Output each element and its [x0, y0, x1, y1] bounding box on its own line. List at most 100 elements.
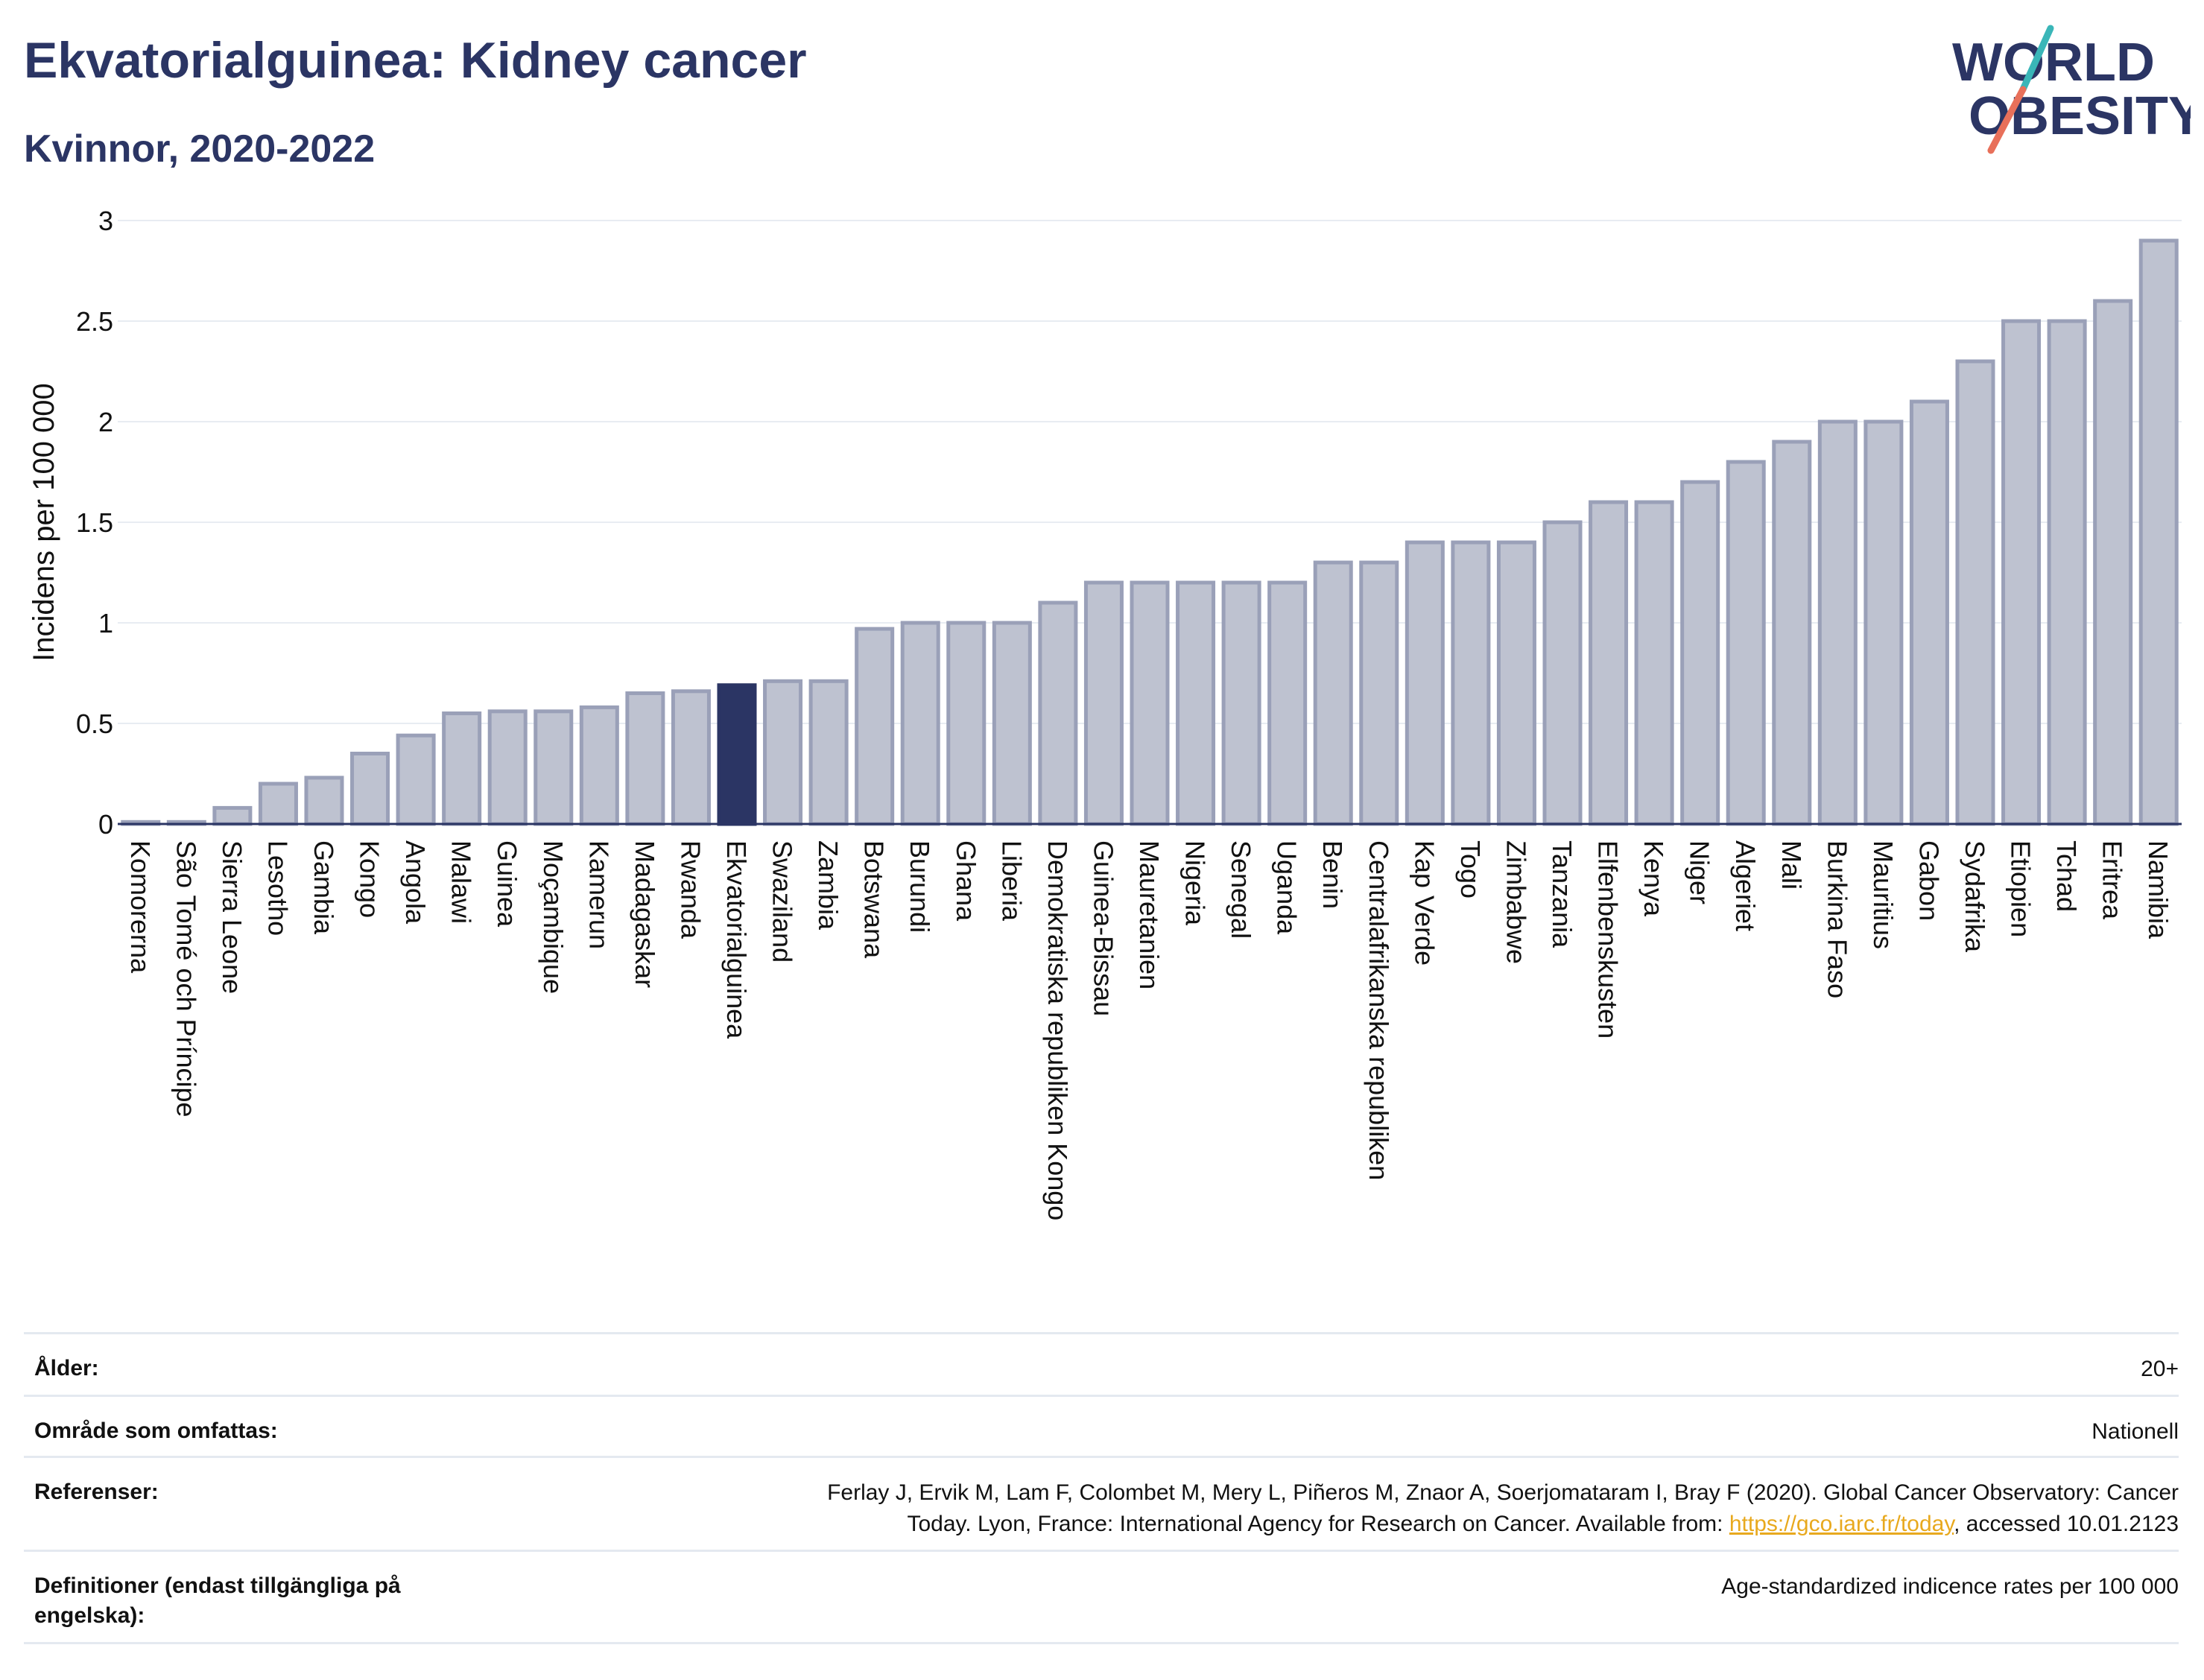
- bar[interactable]: [1589, 500, 1629, 826]
- bar[interactable]: [579, 705, 619, 826]
- area-value: Nationell: [2091, 1419, 2179, 1444]
- bar[interactable]: [1634, 500, 1674, 826]
- bar[interactable]: [2047, 319, 2087, 826]
- bar[interactable]: [1496, 540, 1536, 826]
- x-tick-label: Madagaskar: [630, 840, 660, 988]
- y-tick-label: 2: [98, 407, 113, 437]
- y-tick-label: 1: [98, 608, 113, 638]
- x-tick-label: Lesotho: [262, 840, 293, 936]
- x-tick-label: Elfenbenskusten: [1593, 840, 1624, 1039]
- x-tick-label: Swaziland: [767, 840, 798, 963]
- x-tick-label: Liberia: [996, 840, 1027, 922]
- logo-slash-teal: [2019, 25, 2054, 93]
- x-tick-label: Togo: [1455, 840, 1486, 898]
- bar[interactable]: [1405, 540, 1445, 826]
- bar[interactable]: [1772, 440, 1812, 826]
- bar[interactable]: [671, 689, 711, 826]
- x-tick-label: Zimbabwe: [1501, 840, 1531, 964]
- bar[interactable]: [212, 805, 253, 826]
- x-tick-label: Tchad: [2051, 840, 2082, 912]
- y-tick-label: 2.5: [76, 306, 113, 337]
- bar[interactable]: [855, 627, 895, 826]
- bar[interactable]: [1451, 540, 1491, 826]
- x-tick-label: Komorerna: [125, 840, 156, 974]
- bar[interactable]: [1817, 419, 1858, 826]
- bar[interactable]: [1726, 460, 1766, 826]
- x-tick-label: Kongo: [355, 840, 385, 918]
- bar[interactable]: [625, 691, 665, 826]
- x-tick-label: Niger: [1685, 840, 1715, 904]
- bar[interactable]: [1176, 580, 1216, 826]
- definitions-label: Definitioner (endast tillgängliga på eng…: [34, 1573, 401, 1628]
- bar[interactable]: [396, 733, 436, 826]
- x-tick-label: Burkina Faso: [1822, 840, 1852, 998]
- x-tick-label: Nigeria: [1180, 840, 1211, 926]
- bar[interactable]: [1083, 580, 1124, 826]
- reference-link[interactable]: https://gco.iarc.fr/today: [1729, 1512, 1954, 1536]
- bar[interactable]: [258, 782, 298, 826]
- bar[interactable]: [1863, 419, 1904, 826]
- x-tick-label: Malawi: [446, 840, 477, 924]
- x-tick-label: Gambia: [308, 840, 339, 935]
- logo-text-world: WORLD: [1952, 33, 2155, 92]
- bar[interactable]: [350, 752, 390, 826]
- bar[interactable]: [1542, 520, 1583, 826]
- x-tick-label: Kamerun: [583, 840, 614, 949]
- x-tick-label: Mauretanien: [1134, 840, 1165, 989]
- bar[interactable]: [900, 621, 940, 826]
- reference-line-2-post: , accessed 10.01.2123: [1954, 1512, 2179, 1536]
- bar[interactable]: [304, 776, 344, 826]
- bar[interactable]: [946, 621, 987, 826]
- x-tick-label: Demokratiska republiken Kongo: [1042, 840, 1073, 1220]
- chart-subtitle: Kvinnor, 2020-2022: [24, 127, 376, 171]
- x-tick-label: Burundi: [905, 840, 935, 933]
- x-tick-label: Mauritius: [1868, 840, 1899, 949]
- info-row-area: Område som omfattas: Nationell: [24, 1395, 2179, 1456]
- x-tick-label: Botswana: [859, 840, 890, 959]
- bar[interactable]: [487, 709, 528, 826]
- x-tick-label: Zambia: [813, 840, 843, 931]
- bar[interactable]: [1221, 580, 1261, 826]
- y-tick-label: 3: [98, 206, 113, 236]
- bar[interactable]: [1359, 560, 1399, 826]
- area-label: Område som omfattas:: [34, 1419, 278, 1443]
- bar[interactable]: [533, 709, 574, 826]
- bar-highlighted[interactable]: [717, 683, 757, 826]
- bar[interactable]: [2001, 319, 2042, 826]
- bar[interactable]: [2093, 299, 2133, 826]
- bar[interactable]: [1909, 399, 1949, 826]
- age-label: Ålder:: [34, 1356, 99, 1381]
- definitions-value: Age-standardized indicence rates per 100…: [1721, 1574, 2179, 1599]
- x-tick-label: Eritrea: [2097, 840, 2128, 920]
- x-tick-label: Guinea-Bissau: [1088, 840, 1118, 1016]
- x-tick-label: Sydafrika: [1960, 840, 1990, 953]
- reference-line-2-pre: Today. Lyon, France: International Agenc…: [907, 1512, 1729, 1536]
- info-row-definitions: Definitioner (endast tillgängliga på eng…: [24, 1550, 2179, 1642]
- bar[interactable]: [1130, 580, 1170, 826]
- bar[interactable]: [1313, 560, 1353, 826]
- reference-line-1: Ferlay J, Ervik M, Lam F, Colombet M, Me…: [827, 1480, 2179, 1505]
- x-tick-label: Mali: [1776, 840, 1807, 890]
- bar[interactable]: [1267, 580, 1308, 826]
- x-tick-label: Namibia: [2143, 840, 2173, 939]
- x-tick-label: Moçambique: [538, 840, 569, 994]
- references-label: Referenser:: [34, 1480, 159, 1504]
- bar[interactable]: [1038, 600, 1078, 826]
- x-tick-label: Guinea: [492, 840, 522, 928]
- x-tick-label: Kenya: [1638, 840, 1669, 917]
- x-tick-label: Tanzania: [1547, 840, 1577, 948]
- bar[interactable]: [992, 621, 1032, 826]
- info-row-references: Referenser: Ferlay J, Ervik M, Lam F, Co…: [24, 1456, 2179, 1550]
- x-tick-label: Uganda: [1272, 840, 1302, 935]
- bar[interactable]: [442, 711, 482, 826]
- bar[interactable]: [808, 679, 849, 826]
- references-value: Ferlay J, Ervik M, Lam F, Colombet M, Me…: [827, 1477, 2179, 1540]
- x-tick-label: Kap Verde: [1409, 840, 1440, 966]
- bar[interactable]: [2138, 238, 2179, 826]
- bar[interactable]: [1955, 359, 1995, 826]
- y-tick-label: 0: [98, 809, 113, 840]
- y-tick-label: 1.5: [76, 507, 113, 538]
- bar[interactable]: [763, 679, 803, 826]
- bar[interactable]: [1680, 480, 1720, 826]
- x-tick-label: Ghana: [951, 840, 981, 922]
